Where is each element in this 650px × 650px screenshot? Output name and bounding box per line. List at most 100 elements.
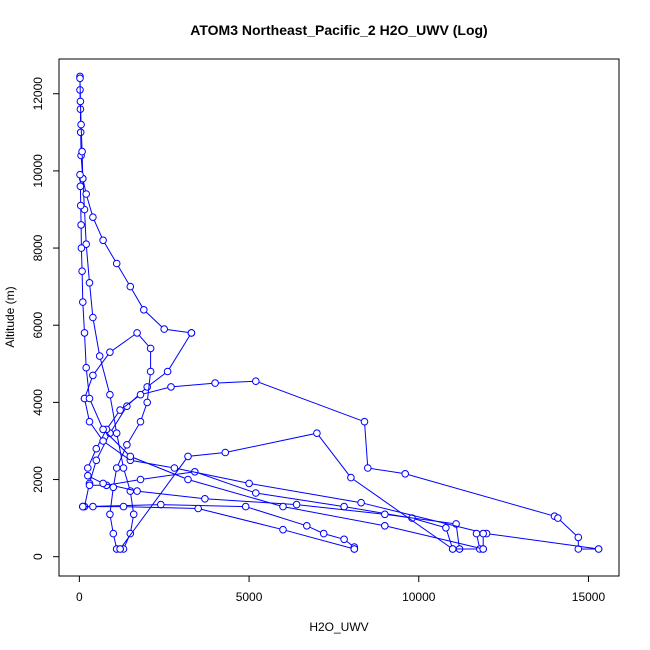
series-line [82,506,355,550]
series-11 [116,429,488,553]
series-2 [76,74,196,337]
data-point [245,479,253,488]
data-point [401,470,410,478]
series-line [84,332,192,507]
data-point [109,483,118,492]
data-point [92,444,101,453]
data-point [78,267,86,276]
data-point [99,437,107,445]
data-point [82,363,90,372]
data-point [241,502,250,511]
data-point [76,182,85,191]
data-point [252,377,260,386]
data-point [85,279,94,287]
data-point [85,417,94,426]
series-7 [84,471,464,553]
series-line [84,398,599,550]
data-point [126,529,135,538]
data-point [109,529,118,538]
y-tick-label: 6000 [31,312,45,339]
x-tick-label: 15000 [572,590,606,604]
data-point [594,545,603,553]
series-6 [85,468,464,553]
data-point [340,502,348,511]
data-point [170,464,179,472]
data-point [146,367,155,376]
data-point [89,371,97,380]
series-9 [80,394,603,553]
data-point [279,525,287,534]
y-axis-label: Altitude (m) [3,286,17,347]
x-axis: 0 5000 10000 15000 [76,575,606,604]
series-line [119,432,484,550]
series-line [82,504,355,549]
y-tick-label: 12000 [31,77,45,111]
data-point [201,495,209,503]
data-point [106,510,114,519]
data-point [82,240,90,248]
data-point [77,221,85,229]
data-point [123,441,131,449]
data-point [85,481,94,490]
series-12 [76,170,488,553]
y-tick-label: 10000 [31,154,45,188]
series-10 [80,329,155,553]
chart-title: ATOM3 Northeast_Pacific_2 H2O_UWV (Log) [190,22,487,38]
data-point [76,97,85,106]
data-point [116,406,124,414]
data-point [77,244,86,252]
data-point [106,348,114,357]
data-point [126,282,135,291]
x-tick-label: 0 [76,590,83,604]
data-point [364,464,372,472]
data-point [554,514,562,522]
data-point [381,510,389,519]
data-point [112,259,121,268]
series-line [87,475,460,550]
data-point [211,379,219,387]
data-point [184,452,192,461]
data-point [319,529,328,538]
data-point [119,502,128,511]
data-point [160,325,168,333]
data-point [89,313,97,322]
data-point [479,545,488,553]
series-line [87,380,599,550]
data-point [194,504,202,513]
x-axis-label: H2O_UWV [309,620,368,634]
data-point [79,298,87,306]
data-point [357,498,365,507]
data-point [574,545,583,553]
data-point [84,464,92,472]
data-point [80,329,89,337]
data-point [76,74,84,83]
data-point [112,429,121,438]
data-point [78,147,86,156]
data-point [92,456,101,465]
data-point [85,394,94,403]
y-axis: 0 2000 4000 6000 8000 10000 12000 [31,77,60,560]
data-point [136,417,145,426]
data-point [82,190,90,198]
data-point [252,489,260,497]
data-point [76,201,85,210]
series-5 [79,502,359,553]
data-point [116,545,124,553]
data-point [163,367,172,376]
data-point [479,529,488,538]
data-point [76,128,85,137]
data-point [347,473,355,482]
data-point [76,170,84,179]
y-tick-label: 4000 [31,389,45,416]
data-point [472,529,481,538]
data-point [140,306,148,314]
data-point [133,329,141,337]
data-point [360,417,369,426]
data-point [340,535,348,544]
data-point [79,502,87,511]
series-8 [84,377,603,553]
data-point [129,510,138,519]
series-layer [76,72,603,553]
data-point [143,398,151,407]
